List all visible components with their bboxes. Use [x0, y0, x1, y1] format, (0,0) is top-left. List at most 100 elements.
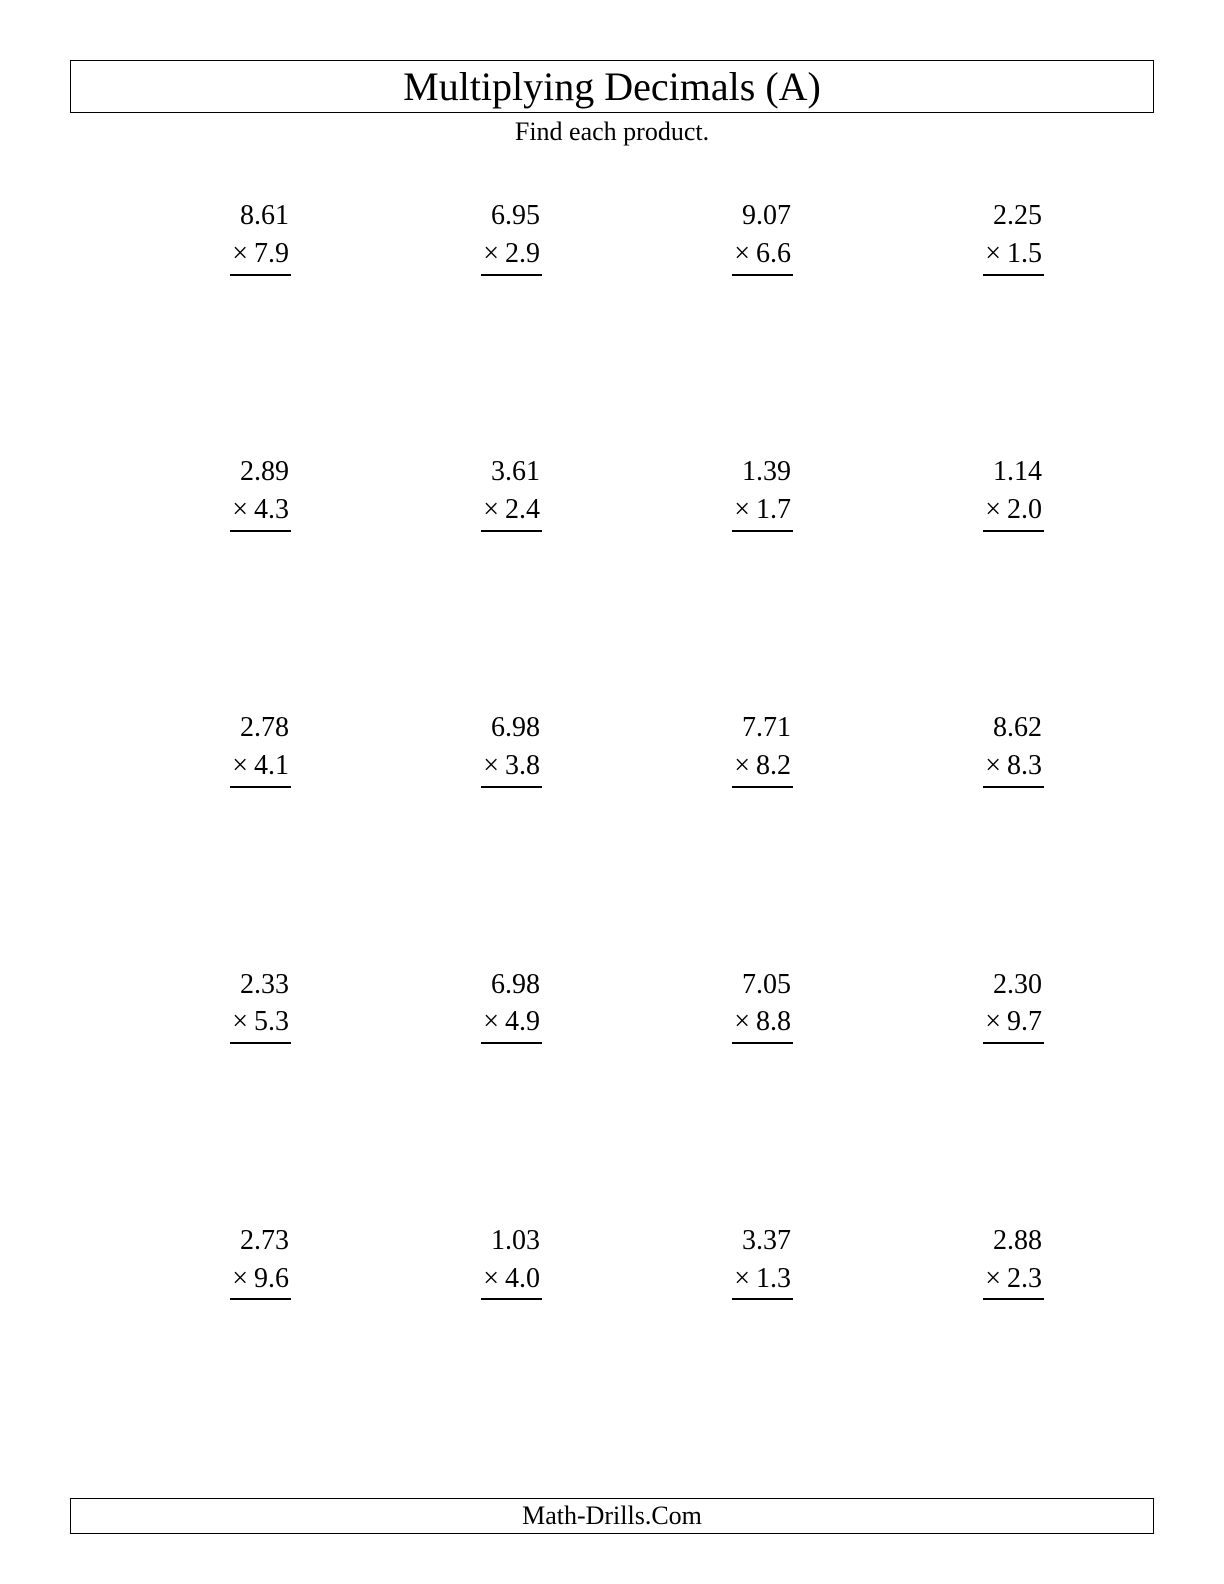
multiplicand: 2.25 [993, 197, 1044, 235]
multiplicand: 2.88 [993, 1222, 1044, 1260]
problem-cell: 3.61×2.4 [361, 453, 612, 709]
multiplicand: 2.73 [240, 1222, 291, 1260]
problem-cell: 2.33×5.3 [110, 966, 361, 1222]
multiplier: 8.2 [756, 747, 791, 785]
problem-cell: 2.88×2.3 [863, 1222, 1114, 1478]
footer-box: Math-Drills.Com [70, 1498, 1154, 1534]
times-symbol: × [734, 747, 750, 785]
multiplier-row: ×4.1 [230, 747, 291, 788]
times-symbol: × [985, 1003, 1001, 1041]
times-symbol: × [483, 1003, 499, 1041]
page-title: Multiplying Decimals (A) [71, 63, 1153, 110]
problem-cell: 1.39×1.7 [612, 453, 863, 709]
multiplier-row: ×4.9 [481, 1003, 542, 1044]
multiplier-row: ×2.0 [983, 491, 1044, 532]
multiplier: 8.3 [1007, 747, 1042, 785]
multiplier: 1.3 [756, 1260, 791, 1298]
multiplier: 1.5 [1007, 235, 1042, 273]
times-symbol: × [232, 747, 248, 785]
multiplicand: 9.07 [742, 197, 793, 235]
multiplicand: 2.78 [240, 709, 291, 747]
multiplier: 9.7 [1007, 1003, 1042, 1041]
footer-text: Math-Drills.Com [522, 1501, 702, 1530]
times-symbol: × [483, 235, 499, 273]
multiplier: 8.8 [756, 1003, 791, 1041]
multiplier-row: ×2.9 [481, 235, 542, 276]
multiplier: 2.4 [505, 491, 540, 529]
multiplicand: 1.14 [993, 453, 1044, 491]
multiplicand: 7.05 [742, 966, 793, 1004]
multiplier: 6.6 [756, 235, 791, 273]
multiplier-row: ×1.5 [983, 235, 1044, 276]
multiplier-row: ×2.3 [983, 1260, 1044, 1301]
title-box: Multiplying Decimals (A) [70, 60, 1154, 113]
problem-cell: 8.61×7.9 [110, 197, 361, 453]
multiplier: 9.6 [254, 1260, 289, 1298]
multiplicand: 6.95 [491, 197, 542, 235]
multiplier: 2.3 [1007, 1260, 1042, 1298]
multiplier-row: ×2.4 [481, 491, 542, 532]
multiplicand: 6.98 [491, 966, 542, 1004]
multiplier-row: ×4.0 [481, 1260, 542, 1301]
problem-cell: 2.73×9.6 [110, 1222, 361, 1478]
problem-cell: 2.30×9.7 [863, 966, 1114, 1222]
multiplicand: 1.39 [742, 453, 793, 491]
problem-cell: 2.78×4.1 [110, 709, 361, 965]
multiplicand: 3.61 [491, 453, 542, 491]
times-symbol: × [985, 491, 1001, 529]
multiplier: 4.0 [505, 1260, 540, 1298]
times-symbol: × [483, 747, 499, 785]
multiplier-row: ×1.7 [732, 491, 793, 532]
problem-cell: 7.05×8.8 [612, 966, 863, 1222]
times-symbol: × [734, 491, 750, 529]
problem-cell: 9.07×6.6 [612, 197, 863, 453]
multiplier-row: ×8.8 [732, 1003, 793, 1044]
problem-cell: 7.71×8.2 [612, 709, 863, 965]
multiplier: 7.9 [254, 235, 289, 273]
multiplier: 2.0 [1007, 491, 1042, 529]
multiplier: 3.8 [505, 747, 540, 785]
problems-grid: 8.61×7.96.95×2.99.07×6.62.25×1.52.89×4.3… [70, 197, 1154, 1478]
multiplier: 5.3 [254, 1003, 289, 1041]
multiplier: 2.9 [505, 235, 540, 273]
multiplicand: 6.98 [491, 709, 542, 747]
multiplicand: 2.30 [993, 966, 1044, 1004]
multiplicand: 2.33 [240, 966, 291, 1004]
multiplier: 4.3 [254, 491, 289, 529]
multiplier: 4.9 [505, 1003, 540, 1041]
multiplier: 4.1 [254, 747, 289, 785]
multiplier-row: ×4.3 [230, 491, 291, 532]
multiplier-row: ×9.6 [230, 1260, 291, 1301]
multiplier-row: ×9.7 [983, 1003, 1044, 1044]
times-symbol: × [734, 1260, 750, 1298]
multiplier-row: ×7.9 [230, 235, 291, 276]
multiplier-row: ×6.6 [732, 235, 793, 276]
multiplier-row: ×5.3 [230, 1003, 291, 1044]
multiplier-row: ×3.8 [481, 747, 542, 788]
multiplicand: 2.89 [240, 453, 291, 491]
problem-cell: 6.98×4.9 [361, 966, 612, 1222]
times-symbol: × [734, 235, 750, 273]
worksheet-page: Multiplying Decimals (A) Find each produ… [0, 0, 1224, 1584]
problem-cell: 6.95×2.9 [361, 197, 612, 453]
problem-cell: 3.37×1.3 [612, 1222, 863, 1478]
times-symbol: × [232, 491, 248, 529]
times-symbol: × [985, 747, 1001, 785]
multiplier-row: ×1.3 [732, 1260, 793, 1301]
multiplier: 1.7 [756, 491, 791, 529]
times-symbol: × [985, 235, 1001, 273]
times-symbol: × [985, 1260, 1001, 1298]
problem-cell: 2.25×1.5 [863, 197, 1114, 453]
multiplier-row: ×8.3 [983, 747, 1044, 788]
multiplicand: 7.71 [742, 709, 793, 747]
times-symbol: × [232, 1260, 248, 1298]
problem-cell: 6.98×3.8 [361, 709, 612, 965]
times-symbol: × [734, 1003, 750, 1041]
multiplicand: 8.61 [240, 197, 291, 235]
multiplicand: 8.62 [993, 709, 1044, 747]
times-symbol: × [232, 235, 248, 273]
times-symbol: × [232, 1003, 248, 1041]
instructions: Find each product. [70, 117, 1154, 147]
multiplicand: 3.37 [742, 1222, 793, 1260]
problem-cell: 1.14×2.0 [863, 453, 1114, 709]
